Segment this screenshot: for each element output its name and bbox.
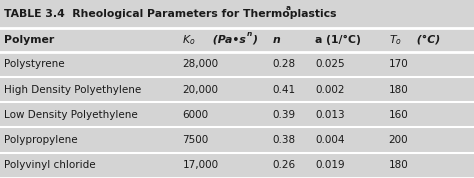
Bar (0, 28, 474, 52)
Text: 0.38: 0.38 (273, 135, 296, 145)
Bar (0, 52, 474, 77)
Text: Polyvinyl chloride: Polyvinyl chloride (4, 160, 95, 170)
Text: 20,000: 20,000 (182, 85, 219, 95)
Text: 0.41: 0.41 (273, 85, 296, 95)
Bar (0, 127, 474, 153)
Text: 160: 160 (389, 110, 409, 120)
Text: 0.019: 0.019 (315, 160, 345, 170)
Bar (0, 0, 474, 28)
Text: (°C): (°C) (413, 35, 440, 45)
Text: a: a (286, 5, 291, 11)
Text: 0.39: 0.39 (273, 110, 296, 120)
Text: 200: 200 (389, 135, 408, 145)
Text: 7500: 7500 (182, 135, 209, 145)
Text: 0.025: 0.025 (315, 59, 345, 69)
Text: 0.004: 0.004 (315, 135, 345, 145)
Text: a (1/°C): a (1/°C) (315, 35, 361, 45)
Text: $K_o$: $K_o$ (182, 33, 196, 46)
Text: 0.002: 0.002 (315, 85, 345, 95)
Text: 28,000: 28,000 (182, 59, 219, 69)
Text: n: n (273, 35, 280, 45)
Bar (0, 77, 474, 102)
Bar (0, 153, 474, 178)
Text: 180: 180 (389, 160, 409, 170)
Text: TABLE 3.4  Rheological Parameters for Thermoplastics: TABLE 3.4 Rheological Parameters for The… (4, 9, 336, 19)
Text: Low Density Polyethylene: Low Density Polyethylene (4, 110, 137, 120)
Text: 170: 170 (389, 59, 409, 69)
Text: 0.28: 0.28 (273, 59, 296, 69)
Text: Polypropylene: Polypropylene (4, 135, 77, 145)
Text: ): ) (253, 35, 258, 45)
Text: 6000: 6000 (182, 110, 209, 120)
Text: Polymer: Polymer (4, 35, 54, 45)
Text: (Pa•s: (Pa•s (209, 35, 246, 45)
Text: 180: 180 (389, 85, 409, 95)
Bar (0, 102, 474, 127)
Text: 17,000: 17,000 (182, 160, 219, 170)
Text: 0.26: 0.26 (273, 160, 296, 170)
Text: High Density Polyethylene: High Density Polyethylene (4, 85, 141, 95)
Text: $T_o$: $T_o$ (389, 33, 401, 46)
Text: Polystyrene: Polystyrene (4, 59, 64, 69)
Text: 0.013: 0.013 (315, 110, 345, 120)
Text: n: n (246, 31, 252, 37)
